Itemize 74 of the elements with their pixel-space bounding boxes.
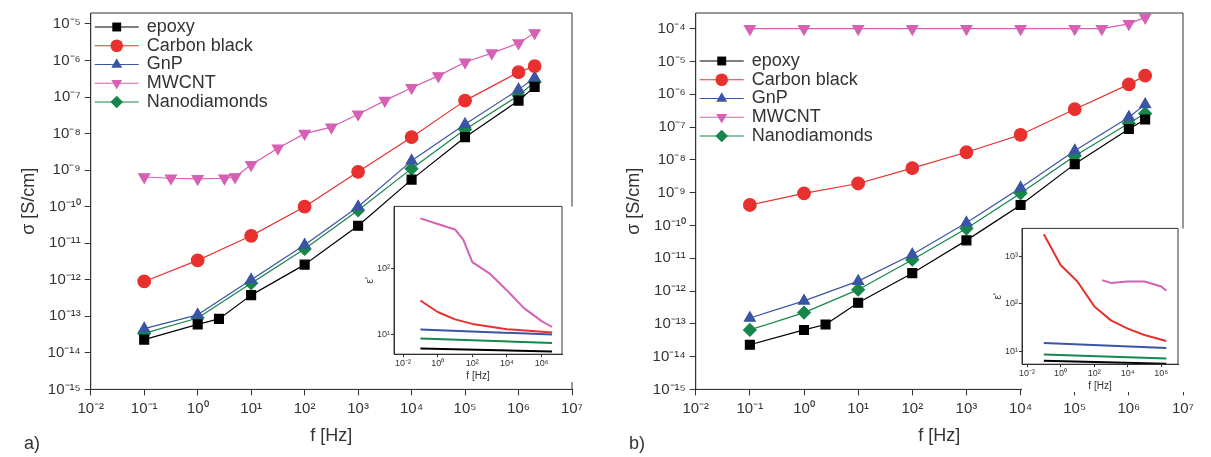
x-tick-label: 10⁰ xyxy=(793,398,815,416)
x-tick-label: 10⁻² xyxy=(395,358,412,369)
y-tick-label: 10⁻⁷ xyxy=(658,117,686,135)
x-tick-label: 10⁶ xyxy=(507,398,530,416)
x-tick-label: 10⁶ xyxy=(1117,398,1141,416)
y-tick-label: 10¹ xyxy=(1004,345,1019,356)
x-tick-label: 10³ xyxy=(347,398,369,416)
y-tick-label: 10⁻¹⁴ xyxy=(47,343,81,360)
x-tick-label: 10⁻¹ xyxy=(736,398,764,416)
y-axis-title: σ [S/cm] xyxy=(17,167,38,235)
x-tick-label: 10² xyxy=(901,398,924,416)
legend-label: MWCNT xyxy=(146,72,216,93)
y-tick-label: 10⁻¹¹ xyxy=(49,233,81,251)
x-tick-label: 10² xyxy=(465,358,479,369)
y-axis-title: σ [S/cm] xyxy=(622,167,643,235)
legend-label: Nanodiamonds xyxy=(751,124,873,145)
y-tick-label: 10⁻⁵ xyxy=(52,14,81,32)
y-tick-label: 10⁻¹¹ xyxy=(654,248,686,266)
x-tick-label: 10² xyxy=(293,398,316,416)
x-tick-label: 10⁰ xyxy=(1054,368,1068,379)
y-tick-label: 10⁻¹⁵ xyxy=(47,379,81,397)
text: b) xyxy=(629,433,646,453)
y-axis-title: ε' xyxy=(363,277,375,284)
y-tick-label: 10⁻¹⁰ xyxy=(49,196,81,214)
y-tick-label: 10² xyxy=(1004,298,1019,309)
legend-label: GnP xyxy=(751,87,788,108)
x-tick-label: 10⁻² xyxy=(77,398,105,416)
x-tick-label: 10⁴ xyxy=(400,398,424,416)
y-tick-label: 10⁻¹² xyxy=(49,269,81,287)
x-tick-label: 10² xyxy=(1087,368,1101,379)
y-tick-label: 10⁻⁸ xyxy=(657,149,686,167)
y-tick-label: 10⁻⁸ xyxy=(52,123,81,141)
x-tick-label: 10⁻¹ xyxy=(130,398,158,416)
text: a) xyxy=(24,433,41,453)
x-tick-label: 10⁻² xyxy=(682,398,710,416)
x-tick-label: 10³ xyxy=(955,398,978,416)
legend-label: Nanodiamonds xyxy=(146,90,268,111)
x-tick-label: 10⁵ xyxy=(1063,398,1087,416)
y-tick-label: 10⁻¹⁰ xyxy=(654,215,686,233)
x-tick-label: 10⁰ xyxy=(431,358,445,369)
x-tick-label: 10⁴ xyxy=(500,358,515,369)
y-tick-label: 10⁻¹³ xyxy=(654,313,686,331)
legend-label: GnP xyxy=(146,53,183,74)
y-tick-label: 10³ xyxy=(1004,251,1019,262)
y-tick-label: 10⁻⁹ xyxy=(52,160,81,178)
x-axis-title: f [Hz] xyxy=(466,369,490,381)
x-tick-label: 10⁷ xyxy=(1171,398,1195,416)
y-tick-label: 10⁻¹⁴ xyxy=(652,346,686,364)
x-axis-title: f [Hz] xyxy=(310,425,353,446)
legend-label: epoxy xyxy=(146,15,195,36)
y-tick-label: 10⁻⁷ xyxy=(53,87,81,105)
y-tick-label: 10⁻⁹ xyxy=(657,182,686,200)
x-tick-label: 10⁵ xyxy=(453,398,477,416)
x-tick-label: 10⁶ xyxy=(1154,368,1169,379)
x-axis-title: f [Hz] xyxy=(1088,379,1112,391)
x-tick-label: 10¹ xyxy=(240,398,262,416)
legend-label: MWCNT xyxy=(751,106,821,127)
y-axis-title: ε' xyxy=(991,293,1003,300)
x-tick-label: 10⁴ xyxy=(1120,368,1135,379)
y-tick-label: 10⁻⁶ xyxy=(52,50,81,68)
x-tick-label: 10⁰ xyxy=(186,398,209,416)
x-tick-label: 10⁶ xyxy=(534,358,549,369)
y-tick-label: 10⁻¹³ xyxy=(49,306,81,324)
y-tick-label: 10⁻¹⁵ xyxy=(652,379,686,397)
y-tick-label: 10⁻⁴ xyxy=(657,18,686,36)
legend-label: epoxy xyxy=(751,49,800,70)
y-tick-label: 10⁻⁶ xyxy=(657,84,686,102)
x-tick-label: 10⁻² xyxy=(1019,368,1036,379)
x-tick-label: 10⁷ xyxy=(560,398,584,416)
y-tick-label: 10⁻¹² xyxy=(654,281,686,299)
x-tick-label: 10¹ xyxy=(847,398,869,416)
x-tick-label: 10⁴ xyxy=(1009,398,1033,416)
y-tick-label: 10⁻⁵ xyxy=(657,51,686,69)
x-axis-title: f [Hz] xyxy=(918,425,961,446)
